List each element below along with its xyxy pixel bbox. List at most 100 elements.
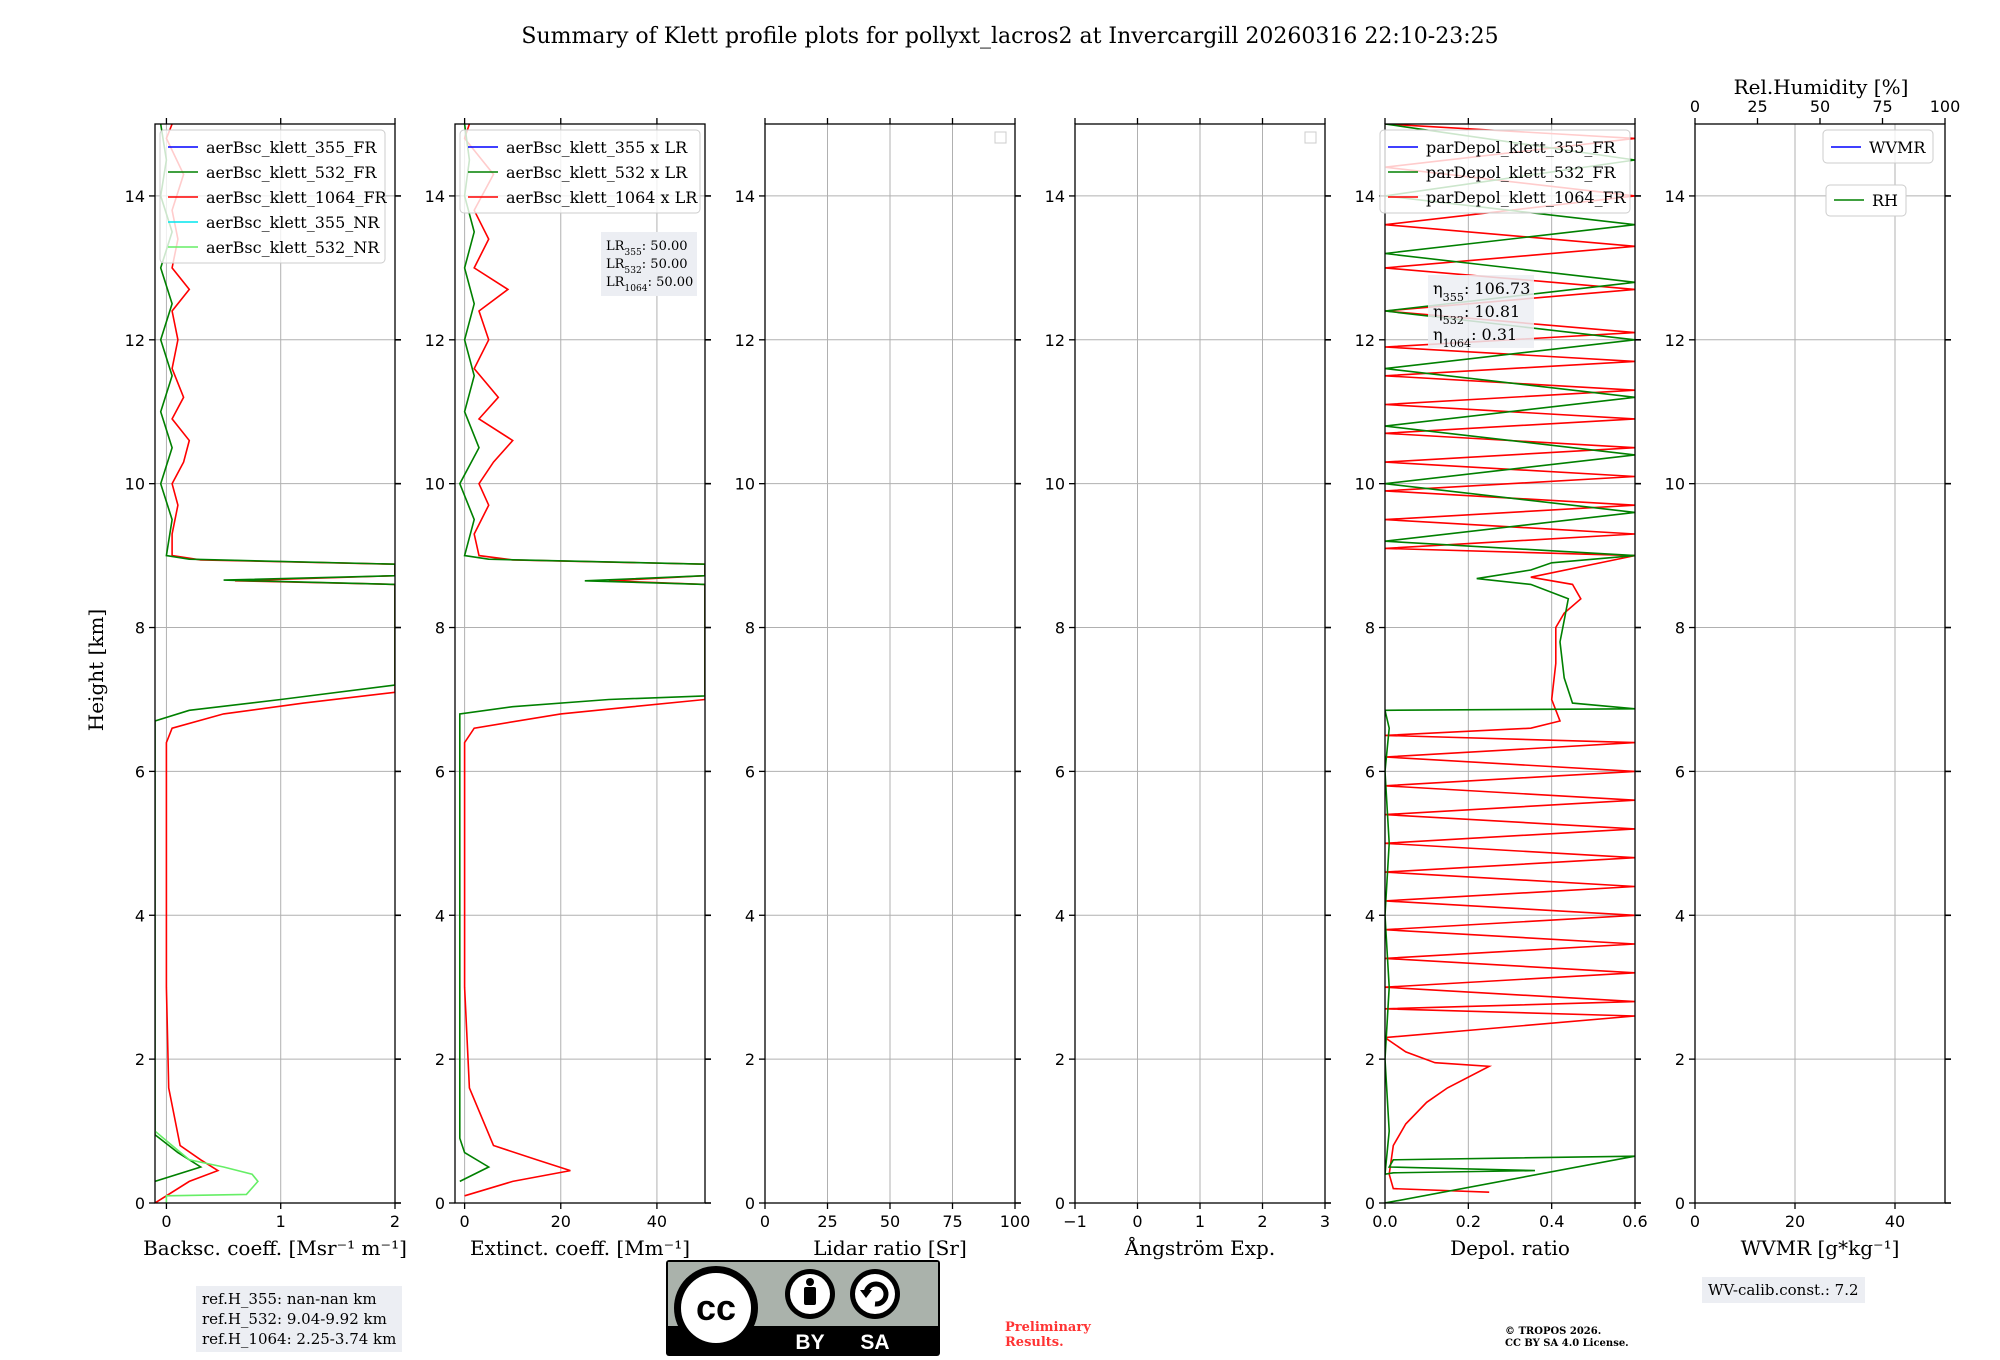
y-tick-label: 2 [1055,1050,1065,1069]
y-tick-label: 14 [735,187,755,206]
empty-legend-box [1304,131,1317,144]
lidar-ratio-annotation: LR355: 50.00 [606,239,688,258]
y-tick-label: 4 [745,906,755,925]
top-x-tick-label: 50 [1810,97,1830,116]
legend-label: parDepol_klett_355_FR [1426,138,1617,157]
legend-box-rh [1825,184,1907,217]
series-line-aerBsc_klett_532_FR [155,124,395,1183]
y-tick-label: 10 [1665,475,1685,494]
legend-label: aerBsc_klett_532_NR [206,238,380,257]
copyright-note: © TROPOS 2026. CC BY SA 4.0 License. [1505,1326,1629,1350]
y-tick-label: 4 [1055,906,1065,925]
y-tick-label: 0 [745,1194,755,1213]
y-tick-label: 14 [1045,187,1065,206]
y-tick-label: 4 [435,906,445,925]
x-tick-label: 0.0 [1372,1212,1397,1231]
y-tick-label: 10 [125,475,145,494]
x-axis-label: WVMR [g*kg⁻¹] [1741,1236,1900,1260]
y-tick-label: 14 [125,187,145,206]
top-x-tick-label: 100 [1930,97,1961,116]
legend-box [1822,129,1934,164]
series-line-aerBsc_klett_532_NR [155,1130,259,1203]
y-tick-label: 6 [745,762,755,781]
panel-extinction: 0 2 4 6 8 10 12 14 0 20 40 Extinct. coeff. [Mm⁻¹] ae… [425,118,711,1260]
panel-depol: 0 2 4 6 8 10 12 14 0.0 0.2 0.4 0.6 Depol. ratio parDe… [1355,118,1648,1260]
series-line-parDepol_klett_532_FR [1385,124,1635,1203]
y-tick-label: 12 [1665,331,1685,350]
x-tick-label: 0 [1690,1212,1700,1231]
y-tick-label: 14 [425,187,445,206]
sa-label: SA [860,1331,889,1354]
y-tick-label: 6 [435,762,445,781]
eta-annotation: η355: 106.73 [1433,279,1530,304]
figure-title: Summary of Klett profile plots for polly… [521,24,1498,49]
y-tick-label: 2 [135,1050,145,1069]
x-tick-label: 0 [161,1212,171,1231]
y-tick-label: 4 [1365,906,1375,925]
y-tick-label: 2 [1365,1050,1375,1069]
x-axis-label: Lidar ratio [Sr] [813,1236,967,1260]
panel-frame [454,123,706,1204]
x-tick-label: 2 [1257,1212,1267,1231]
y-tick-label: 8 [1055,619,1065,638]
legend-label: aerBsc_klett_355 x LR [506,138,688,157]
series-line-aerBsc_klett_1064_FR [155,124,395,1203]
y-tick-label: 4 [135,906,145,925]
y-tick-label: 10 [1045,475,1065,494]
y-tick-label: 6 [1365,762,1375,781]
top-x-tick-label: 0 [1690,97,1700,116]
x-tick-label: 0.2 [1456,1212,1481,1231]
x-tick-label: 1 [276,1212,286,1231]
y-tick-label: 6 [1055,762,1065,781]
y-tick-label: 0 [135,1194,145,1213]
x-axis-label: Depol. ratio [1450,1236,1570,1260]
series-line-parDepol_klett_1064_FR [1385,124,1635,1193]
reference-height-box: ref.H_355: nan-nan km ref.H_532: 9.04-9.… [196,1286,403,1352]
y-tick-label: 12 [425,331,445,350]
preliminary-line-2: Results. [1005,1335,1064,1350]
x-tick-label: 50 [880,1212,900,1231]
y-tick-label: 2 [435,1050,445,1069]
ref-height-355: ref.H_355: nan-nan km [202,1290,377,1308]
x-tick-label: 20 [1785,1212,1805,1231]
x-axis-label: Ångström Exp. [1124,1235,1275,1260]
x-tick-label: 20 [551,1212,571,1231]
y-tick-label: 8 [1675,619,1685,638]
wv-calibration-box: WV-calib.const.: 7.2 [1702,1277,1865,1303]
top-x-axis-label: Rel.Humidity [%] [1734,75,1909,99]
top-x-tick-label: 75 [1872,97,1892,116]
series-line-aerBsc_klett_1064 x LR [463,124,705,1197]
y-tick-label: 6 [135,762,145,781]
y-axis-label: Height [km] [84,609,108,731]
lidar-ratio-annotation-box [601,232,697,296]
y-tick-label: 14 [1665,187,1685,206]
legend-box [459,129,701,214]
y-tick-label: 2 [745,1050,755,1069]
x-tick-label: 1 [1195,1212,1205,1231]
y-tick-label: 8 [1365,619,1375,638]
eta-annotation: η532: 10.81 [1433,302,1520,327]
x-tick-label: 0 [460,1212,470,1231]
y-tick-label: 12 [1045,331,1065,350]
panel-frame [1694,123,1946,1204]
legend-box [1379,129,1631,214]
y-tick-label: 0 [435,1194,445,1213]
y-tick-label: 0 [1055,1194,1065,1213]
y-tick-label: 0 [1675,1194,1685,1213]
legend-label: aerBsc_klett_355_NR [206,213,380,232]
y-tick-label: 4 [1675,906,1685,925]
series-line-aerBsc_klett_532 x LR [458,124,705,1183]
legend-label: aerBsc_klett_532_FR [206,163,377,182]
lidar-ratio-annotation: LR532: 50.00 [606,257,688,276]
series-group [1385,124,1635,1203]
eta-annotation-box [1428,275,1534,348]
by-label: BY [795,1331,824,1354]
y-tick-label: 12 [125,331,145,350]
x-tick-label: 0.6 [1622,1212,1647,1231]
y-tick-label: 12 [1355,331,1375,350]
x-tick-label: 75 [942,1212,962,1231]
panel-frame [1384,123,1636,1204]
